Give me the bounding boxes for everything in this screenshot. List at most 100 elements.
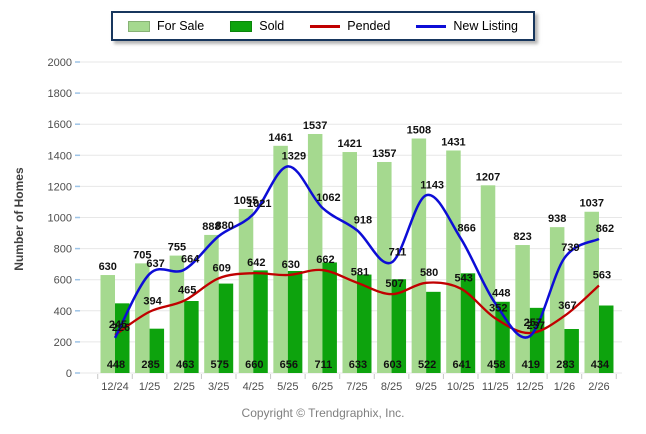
svg-text:5/25: 5/25 xyxy=(277,381,298,393)
svg-text:245: 245 xyxy=(109,319,127,331)
svg-text:11/25: 11/25 xyxy=(482,381,509,393)
svg-text:637: 637 xyxy=(146,258,164,270)
svg-text:8/25: 8/25 xyxy=(381,381,402,393)
svg-text:888: 888 xyxy=(202,221,220,233)
svg-text:862: 862 xyxy=(596,223,614,235)
svg-text:662: 662 xyxy=(316,254,334,266)
svg-text:6/25: 6/25 xyxy=(312,381,333,393)
svg-text:705: 705 xyxy=(133,249,151,261)
svg-text:1800: 1800 xyxy=(48,88,72,100)
svg-text:1461: 1461 xyxy=(268,132,292,144)
svg-text:581: 581 xyxy=(351,267,369,279)
svg-text:1508: 1508 xyxy=(407,125,431,137)
svg-text:660: 660 xyxy=(245,359,263,371)
svg-text:1062: 1062 xyxy=(316,192,340,204)
svg-text:448: 448 xyxy=(492,287,510,299)
svg-text:285: 285 xyxy=(141,359,159,371)
svg-text:880: 880 xyxy=(216,220,234,232)
svg-text:609: 609 xyxy=(213,262,231,274)
svg-text:1600: 1600 xyxy=(48,119,72,131)
svg-text:739: 739 xyxy=(561,242,579,254)
svg-text:507: 507 xyxy=(385,278,403,290)
svg-text:800: 800 xyxy=(54,244,72,256)
svg-text:1400: 1400 xyxy=(48,150,72,162)
svg-text:419: 419 xyxy=(522,359,540,371)
svg-text:283: 283 xyxy=(556,359,574,371)
svg-text:711: 711 xyxy=(389,246,407,258)
svg-text:367: 367 xyxy=(558,300,576,312)
svg-text:394: 394 xyxy=(143,296,162,308)
svg-text:633: 633 xyxy=(349,359,367,371)
svg-text:2/26: 2/26 xyxy=(588,381,609,393)
svg-text:641: 641 xyxy=(453,359,471,371)
svg-text:465: 465 xyxy=(178,285,196,297)
svg-text:458: 458 xyxy=(487,359,505,371)
svg-text:237: 237 xyxy=(527,320,545,332)
svg-text:1537: 1537 xyxy=(303,120,327,132)
svg-text:226: 226 xyxy=(112,322,130,334)
svg-text:1/25: 1/25 xyxy=(139,381,160,393)
svg-text:938: 938 xyxy=(548,213,566,225)
svg-text:1431: 1431 xyxy=(441,136,465,148)
legend-label-for-sale: For Sale xyxy=(156,19,205,33)
copyright-text: Copyright © Trendgraphix, Inc. xyxy=(241,406,405,420)
svg-text:1421: 1421 xyxy=(337,138,361,150)
svg-text:4/25: 4/25 xyxy=(243,381,264,393)
svg-text:600: 600 xyxy=(54,275,72,287)
svg-text:918: 918 xyxy=(354,214,372,226)
svg-text:7/25: 7/25 xyxy=(346,381,367,393)
svg-text:3/25: 3/25 xyxy=(208,381,229,393)
svg-text:642: 642 xyxy=(247,257,265,269)
legend-item-sold: Sold xyxy=(230,19,284,33)
svg-text:1000: 1000 xyxy=(48,213,72,225)
new-listing-line-swatch-icon xyxy=(416,24,447,28)
svg-text:12/25: 12/25 xyxy=(516,381,544,393)
legend-item-for-sale: For Sale xyxy=(127,19,205,33)
svg-text:1055: 1055 xyxy=(234,195,258,207)
svg-text:2000: 2000 xyxy=(48,57,72,69)
svg-text:1357: 1357 xyxy=(372,148,396,160)
legend-item-pended: Pended xyxy=(310,19,390,33)
svg-text:400: 400 xyxy=(54,306,72,318)
svg-text:0: 0 xyxy=(66,368,72,380)
svg-text:1200: 1200 xyxy=(48,181,72,193)
svg-text:630: 630 xyxy=(99,261,117,273)
svg-text:9/25: 9/25 xyxy=(415,381,436,393)
legend-item-new-listing: New Listing xyxy=(416,19,518,33)
svg-text:12/24: 12/24 xyxy=(101,381,129,393)
y-axis-title: Number of Homes xyxy=(12,167,26,271)
legend-label-new-listing: New Listing xyxy=(453,19,519,33)
svg-text:1/26: 1/26 xyxy=(554,381,575,393)
svg-text:200: 200 xyxy=(54,337,72,349)
svg-text:434: 434 xyxy=(591,359,610,371)
svg-text:2/25: 2/25 xyxy=(173,381,194,393)
svg-text:563: 563 xyxy=(593,269,611,281)
svg-text:257: 257 xyxy=(524,317,542,329)
svg-text:1329: 1329 xyxy=(282,150,306,162)
for-sale-swatch-icon xyxy=(127,20,150,32)
svg-text:1143: 1143 xyxy=(420,179,444,191)
svg-text:1037: 1037 xyxy=(579,198,603,210)
svg-text:630: 630 xyxy=(282,259,300,271)
svg-text:755: 755 xyxy=(168,242,186,254)
svg-text:580: 580 xyxy=(420,267,438,279)
svg-text:10/25: 10/25 xyxy=(447,381,475,393)
svg-text:448: 448 xyxy=(107,359,125,371)
legend-label-sold: Sold xyxy=(259,19,285,33)
svg-text:711: 711 xyxy=(315,359,333,371)
svg-text:463: 463 xyxy=(176,359,194,371)
sold-swatch-icon xyxy=(230,20,253,32)
svg-text:656: 656 xyxy=(280,359,298,371)
svg-text:543: 543 xyxy=(455,273,473,285)
svg-text:352: 352 xyxy=(489,302,507,314)
chart-legend: For Sale Sold Pended New Listing xyxy=(110,11,536,41)
svg-text:603: 603 xyxy=(383,359,401,371)
svg-text:866: 866 xyxy=(458,222,476,234)
svg-text:823: 823 xyxy=(513,231,531,243)
svg-text:1207: 1207 xyxy=(476,171,500,183)
svg-text:522: 522 xyxy=(418,359,436,371)
svg-text:1021: 1021 xyxy=(247,198,271,210)
svg-text:664: 664 xyxy=(181,254,200,266)
